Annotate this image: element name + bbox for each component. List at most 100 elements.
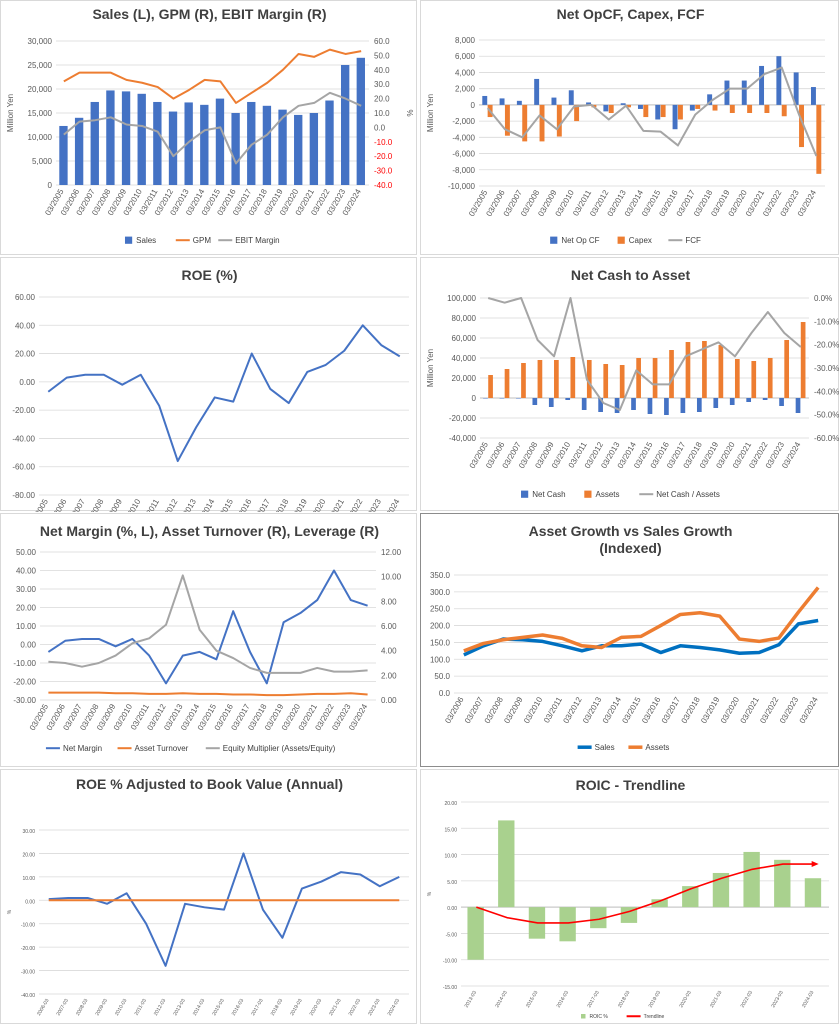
bar-net-op-cf bbox=[603, 104, 609, 112]
bar-sales bbox=[309, 113, 319, 185]
bar-net-cash bbox=[631, 398, 636, 410]
y-tick-label: -60.00 bbox=[12, 463, 35, 472]
bar-capex bbox=[522, 104, 528, 142]
bar-assets bbox=[718, 345, 724, 398]
y2-tick-label: 0.00 bbox=[381, 696, 397, 705]
legend-swatch bbox=[617, 236, 625, 244]
bar-sales bbox=[137, 93, 146, 185]
bar-capex bbox=[747, 104, 753, 113]
y-tick-label: 0 bbox=[471, 101, 476, 110]
bar-net-cash bbox=[680, 398, 686, 413]
legend-label: FCF bbox=[685, 236, 701, 245]
x-tick-label: 03/2010 bbox=[120, 497, 143, 512]
bar-net-op-cf bbox=[689, 104, 695, 111]
bar-assets bbox=[504, 369, 510, 398]
y-tick-label: -10.00 bbox=[443, 959, 457, 965]
bar-capex bbox=[556, 104, 562, 137]
x-tick-label: 2014-03 bbox=[192, 998, 206, 1017]
legend-label: Net Cash / Assets bbox=[656, 490, 720, 499]
bar-sales bbox=[153, 101, 162, 185]
y2-tick-label: 8.00 bbox=[381, 597, 397, 606]
x-tick-label: 03/2016 bbox=[231, 497, 254, 512]
bar-net-cash bbox=[548, 398, 554, 407]
bar-net-cash bbox=[795, 398, 801, 413]
y2-tick-label: 50.0 bbox=[374, 51, 390, 60]
y-tick-label: -20.00 bbox=[13, 678, 36, 687]
chart-roic-trendline: ROIC - Trendline -15.00 -10.00 -5.00 0.00 5.0… bbox=[420, 769, 839, 1024]
x-tick-label: 03/2006 bbox=[46, 497, 69, 512]
y2-tick-label: 0.0 bbox=[374, 123, 386, 132]
bar-assets bbox=[570, 357, 576, 398]
bar-sales bbox=[121, 91, 131, 185]
bar-sales bbox=[340, 65, 350, 185]
y-tick-label: 0 bbox=[472, 394, 477, 403]
y2-tick-label: -40.0% bbox=[814, 387, 839, 396]
chart-title: ROE (%) bbox=[182, 267, 238, 283]
bar-capex bbox=[643, 104, 649, 118]
y-tick-label: -30.00 bbox=[21, 970, 35, 976]
y2-tick-label: -40.0 bbox=[374, 181, 393, 190]
legend-label: Net Op CF bbox=[561, 236, 599, 245]
bar-assets bbox=[554, 360, 559, 398]
bar-net-op-cf bbox=[568, 90, 574, 105]
x-tick-label: 2021-03 bbox=[709, 990, 723, 1009]
x-tick-label: 03/2007 bbox=[65, 497, 88, 512]
y-tick-label: 100.0 bbox=[430, 655, 451, 664]
chart-title: ROIC - Trendline bbox=[576, 777, 686, 793]
x-tick-label: 2006-03 bbox=[36, 998, 50, 1017]
x-tick-label: 2012-03 bbox=[153, 998, 167, 1017]
x-tick-label: 2015-03 bbox=[211, 998, 225, 1017]
y-tick-label: 350.0 bbox=[430, 571, 451, 580]
y-tick-label: 60.00 bbox=[15, 293, 36, 302]
chart-title: Net Cash to Asset bbox=[571, 267, 691, 283]
y-tick-label: 60,000 bbox=[452, 334, 477, 343]
y-tick-label: -40,000 bbox=[449, 434, 477, 443]
x-tick-label: 2018-03 bbox=[617, 990, 631, 1009]
y-axis-label: % bbox=[427, 891, 433, 896]
y-tick-label: 20.00 bbox=[22, 852, 35, 858]
y-axis-label: Million Yen bbox=[426, 349, 435, 387]
y-tick-label: 5.00 bbox=[447, 880, 457, 886]
bar-net-cash bbox=[729, 398, 735, 405]
bar-roic- bbox=[712, 872, 730, 908]
x-tick-label: 2016-03 bbox=[556, 990, 570, 1009]
bar-assets bbox=[767, 358, 773, 398]
y-tick-label: -15.00 bbox=[443, 985, 457, 991]
x-tick-label: 2021-03 bbox=[328, 998, 342, 1017]
chart-title: ROE % Adjusted to Book Value (Annual) bbox=[76, 776, 343, 792]
chart-sales-gpm-ebit: Sales (L), GPM (R), EBIT Margin (R) 0 5,00… bbox=[0, 0, 417, 255]
bar-sales bbox=[74, 117, 84, 185]
bar-net-op-cf bbox=[586, 102, 592, 105]
legend-label: Sales bbox=[595, 743, 615, 752]
y-tick-label: 30.00 bbox=[16, 585, 37, 594]
bar-net-op-cf bbox=[707, 94, 713, 105]
y-tick-label: 100,000 bbox=[447, 294, 476, 303]
bar-sales bbox=[356, 57, 365, 185]
y-tick-label: 0 bbox=[48, 181, 53, 190]
y-tick-label: -2,000 bbox=[452, 117, 475, 126]
y-tick-label: 20.00 bbox=[15, 350, 36, 359]
chart-net-cash-to-asset: Net Cash to Asset -40,000 -20,000 0 20,000 40… bbox=[420, 257, 839, 511]
bar-capex bbox=[626, 104, 631, 108]
bar-roic- bbox=[620, 907, 638, 923]
bar-sales bbox=[59, 125, 68, 185]
y-tick-label: 30.00 bbox=[22, 829, 35, 835]
y-axis-label: % bbox=[7, 909, 13, 914]
bar-roic- bbox=[743, 851, 760, 908]
legend-label: Trendline bbox=[644, 1014, 665, 1020]
y-tick-label: 300.0 bbox=[430, 588, 451, 597]
y-tick-label: 20,000 bbox=[28, 85, 53, 94]
y-tick-label: -6,000 bbox=[452, 150, 475, 159]
legend-label: Assets bbox=[596, 490, 620, 499]
y-axis-label: Million Yen bbox=[6, 94, 15, 132]
line-sales bbox=[463, 618, 819, 657]
bar-net-op-cf bbox=[534, 78, 540, 105]
chart-roe: ROE (%) -80.00 -60.00 -40.00 -20.00 0.00 20.00… bbox=[0, 257, 417, 512]
bar-capex bbox=[799, 104, 804, 148]
y-tick-label: 0.00 bbox=[20, 641, 36, 650]
x-tick-label: 2015-03 bbox=[525, 990, 539, 1009]
legend-label: Assets bbox=[645, 743, 669, 752]
x-tick-label: 2019-03 bbox=[289, 998, 303, 1017]
y2-tick-label: 10.0 bbox=[374, 109, 390, 118]
bar-roic- bbox=[651, 899, 668, 908]
